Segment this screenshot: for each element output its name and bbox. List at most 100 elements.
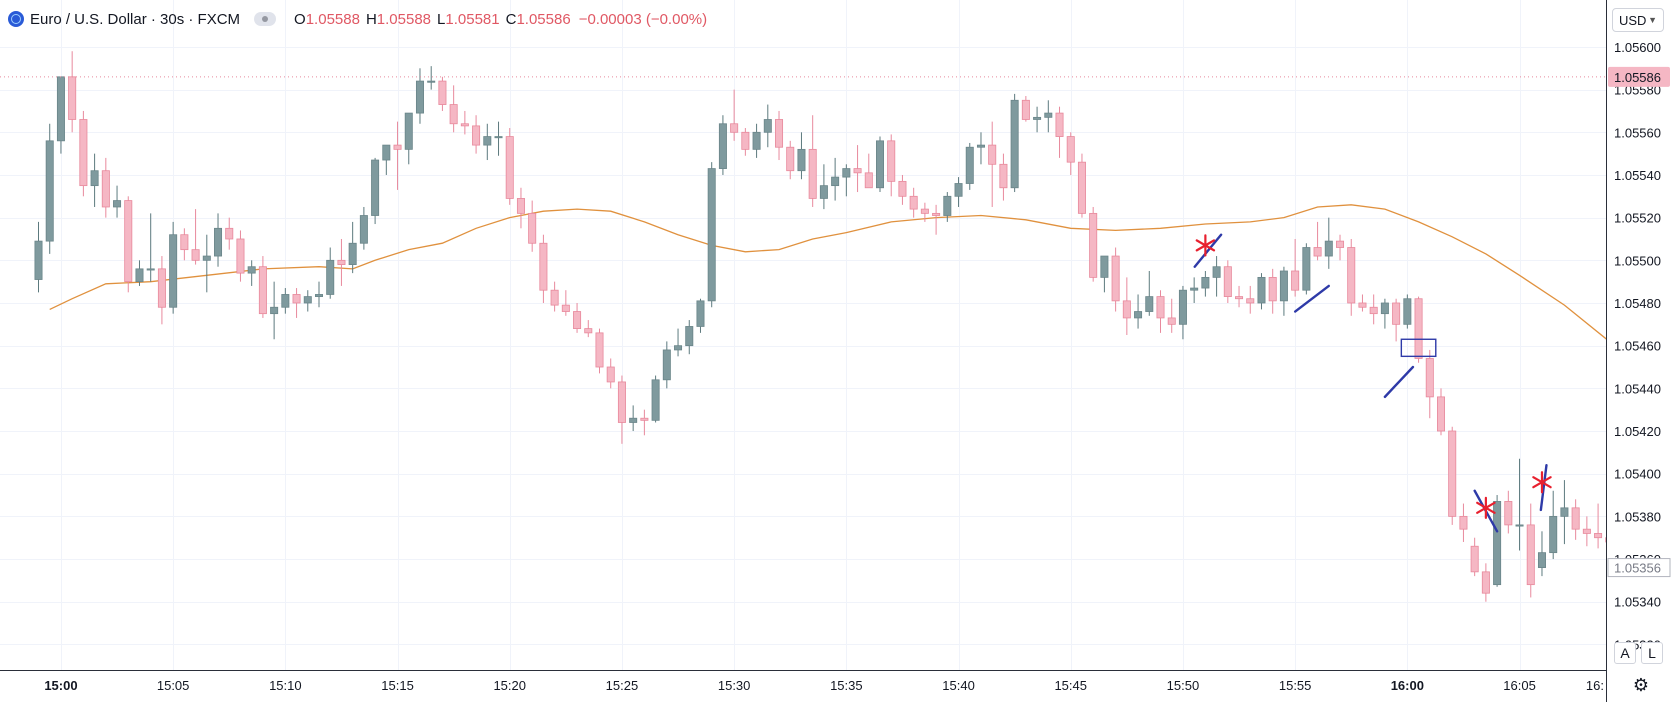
candle-body — [494, 136, 503, 139]
candle — [270, 281, 279, 340]
red-star-mark — [1476, 496, 1496, 519]
candle-body — [472, 125, 481, 146]
candle-body — [1122, 300, 1131, 319]
candle — [1302, 243, 1311, 295]
candle — [718, 115, 727, 175]
candle — [1279, 266, 1288, 316]
candle — [1156, 290, 1165, 333]
candle-body — [775, 119, 784, 148]
candle — [214, 213, 223, 267]
candle — [1111, 247, 1120, 312]
candle-body — [808, 148, 817, 199]
candle — [135, 260, 144, 286]
candle — [1369, 294, 1378, 325]
candle-body — [550, 289, 559, 306]
candle — [932, 204, 941, 235]
candle — [763, 104, 772, 148]
candle-body — [191, 249, 200, 261]
candle — [1324, 217, 1333, 269]
candle-body — [225, 227, 234, 240]
candle-body — [449, 104, 458, 125]
candle-body — [382, 144, 391, 161]
candle-body — [348, 242, 357, 265]
candle-body — [909, 195, 918, 210]
candle-body — [617, 381, 626, 423]
visibility-toggle-icon[interactable] — [254, 12, 277, 26]
candle-body — [595, 332, 604, 368]
trend-line — [1539, 463, 1548, 512]
candle-body — [404, 112, 413, 150]
candle — [651, 375, 660, 423]
candle — [449, 85, 458, 133]
candle-body — [359, 215, 368, 244]
candle — [1089, 206, 1098, 282]
candle — [674, 328, 683, 357]
price-axis: 1.056001.055801.055601.055401.055201.055… — [1606, 0, 1671, 702]
marked-price-tag — [1607, 558, 1671, 578]
candle — [169, 221, 178, 314]
candle — [90, 153, 99, 207]
drawings — [1193, 233, 1552, 533]
candle — [640, 409, 649, 436]
candle-body — [842, 168, 851, 178]
candle-body — [314, 294, 323, 297]
currency-selector[interactable]: USD ▼ — [1612, 8, 1664, 32]
time-tick-label: 15:15 — [381, 678, 414, 693]
candle — [337, 238, 346, 286]
candle — [180, 228, 189, 261]
auto-scale-button[interactable]: A — [1614, 642, 1636, 664]
candle — [1100, 255, 1109, 293]
candle-body — [1111, 255, 1120, 302]
candle-body — [303, 296, 312, 304]
candle — [584, 320, 593, 338]
candle-body — [202, 255, 211, 261]
candle-body — [1347, 247, 1356, 304]
symbol-title[interactable]: Euro / U.S. Dollar · 30s · FXCM — [30, 10, 241, 28]
time-tick-label: 15:55 — [1279, 678, 1312, 693]
candle — [258, 256, 267, 318]
candle-body — [561, 304, 570, 312]
candle — [1246, 285, 1255, 314]
candle — [292, 288, 301, 318]
candle — [685, 320, 694, 355]
candle — [314, 281, 323, 308]
candle-body — [696, 300, 705, 327]
candle-body — [629, 417, 638, 423]
candle — [662, 341, 671, 389]
candle-body — [415, 80, 424, 114]
time-tick-label: 15:45 — [1054, 678, 1087, 693]
candle — [415, 68, 424, 124]
candle — [1504, 490, 1513, 534]
candle-body — [1201, 276, 1210, 289]
candle — [56, 76, 65, 154]
gear-icon[interactable]: ⚙ — [1632, 674, 1650, 695]
candle — [606, 358, 615, 389]
candle-body — [1055, 112, 1064, 137]
auto-scale-label: A — [1620, 645, 1630, 661]
candle — [348, 221, 357, 274]
candle — [1066, 132, 1075, 175]
candle-body — [965, 146, 974, 184]
candle-body — [606, 366, 615, 383]
red-star-mark — [1532, 471, 1552, 494]
candle — [561, 290, 570, 316]
candle-body — [68, 76, 77, 120]
candle-body — [763, 119, 772, 133]
candle — [775, 110, 784, 161]
candle-body — [920, 208, 929, 214]
candle — [1167, 298, 1176, 333]
candle-body — [1257, 276, 1266, 304]
candle — [1178, 285, 1187, 340]
candle-body — [1403, 298, 1412, 325]
candle — [1134, 294, 1143, 329]
candle-body — [1526, 524, 1535, 586]
candle-body — [943, 195, 952, 216]
candle — [1470, 537, 1479, 577]
star-stroke — [1532, 476, 1552, 489]
price-tick-label: 1.05600 — [1614, 40, 1661, 55]
log-scale-button[interactable]: L — [1641, 642, 1663, 664]
candle — [853, 145, 862, 193]
time-tick-label: 15:35 — [830, 678, 863, 693]
candle — [1257, 273, 1266, 310]
